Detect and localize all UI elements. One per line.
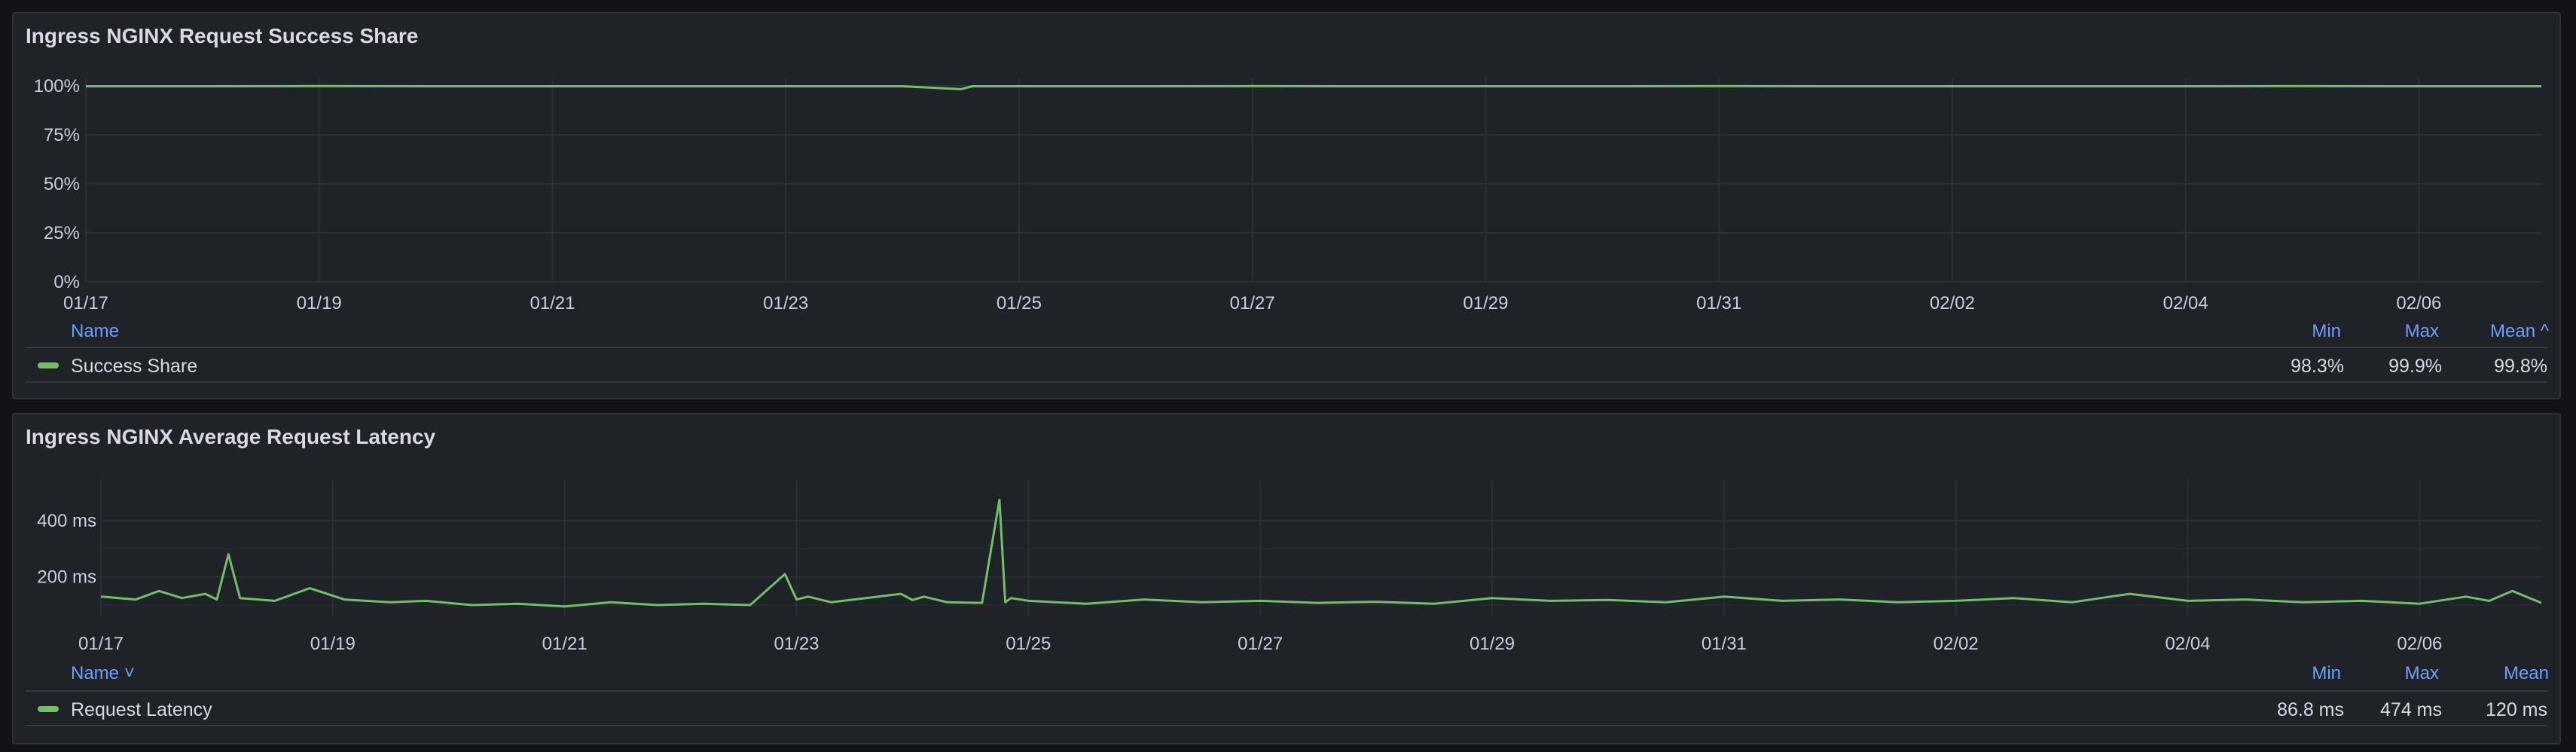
- legend-header-max[interactable]: Max: [2404, 663, 2439, 683]
- x-tick-label: 01/31: [1702, 634, 1747, 654]
- legend-series-name[interactable]: Request Latency: [71, 699, 212, 720]
- y-tick-label: 200 ms: [37, 567, 96, 588]
- panel-title: Ingress NGINX Request Success Share: [26, 24, 419, 47]
- success-share-chart[interactable]: 0% 25% 50% 75% 100% 01/17 01/19 01/21 01/23 01/25…: [14, 14, 2559, 315]
- x-tick-label: 01/19: [310, 634, 356, 654]
- legend-row[interactable]: Request Latency 86.8 ms 474 ms 120 ms: [26, 690, 2547, 726]
- x-tick-label: 01/21: [542, 634, 588, 654]
- x-tick-label: 02/04: [2163, 293, 2208, 313]
- x-tick-label: 01/17: [78, 634, 124, 654]
- x-tick-label: 02/02: [1934, 634, 1979, 654]
- x-tick-label: 02/06: [2397, 634, 2442, 654]
- success-share-panel: Ingress NGINX Request Success Share 0% 25…: [12, 12, 2561, 399]
- legend-header: Name ˅ Min Max Mean: [14, 663, 2559, 689]
- x-tick-label: 01/23: [763, 293, 808, 313]
- y-tick-label: 25%: [44, 223, 80, 243]
- y-tick-label: 0%: [53, 272, 80, 292]
- legend-header-mean[interactable]: Mean ^: [2490, 321, 2549, 341]
- legend-header: Name Min Max Mean ^: [14, 321, 2559, 347]
- y-tick-label: 100%: [34, 76, 80, 96]
- latency-chart[interactable]: 200 ms 400 ms 01/17 01/19 01/21 01/23 01/25 01/…: [14, 414, 2559, 663]
- y-tick-label: 50%: [44, 174, 80, 194]
- x-tick-label: 01/29: [1463, 293, 1508, 313]
- y-tick-label: 400 ms: [37, 511, 96, 531]
- legend-header-mean[interactable]: Mean: [2503, 663, 2549, 683]
- panel-title: Ingress NGINX Average Request Latency: [26, 425, 436, 448]
- x-tick-label: 01/25: [1006, 634, 1051, 654]
- x-tick-label: 01/25: [997, 293, 1042, 313]
- legend-mean-value: 120 ms: [2486, 699, 2547, 720]
- legend-header-name[interactable]: Name: [71, 321, 120, 341]
- legend-row[interactable]: Success Share 98.3% 99.9% 99.8%: [26, 347, 2547, 383]
- legend-header-max[interactable]: Max: [2404, 321, 2439, 341]
- series-line[interactable]: [100, 498, 2542, 608]
- y-tick-label: 75%: [44, 125, 80, 145]
- legend-max-value: 474 ms: [2380, 699, 2442, 720]
- x-tick-label: 01/27: [1238, 634, 1283, 654]
- x-tick-label: 01/19: [297, 293, 342, 313]
- x-tick-label: 01/29: [1470, 634, 1515, 654]
- legend-min-value: 98.3%: [2291, 356, 2344, 377]
- x-tick-label: 01/17: [63, 293, 108, 313]
- x-tick-label: 01/31: [1696, 293, 1741, 313]
- legend-min-value: 86.8 ms: [2277, 699, 2344, 720]
- legend-header-min[interactable]: Min: [2312, 321, 2341, 341]
- legend-mean-value: 99.8%: [2494, 356, 2547, 377]
- legend-header-name[interactable]: Name ˅: [71, 663, 135, 683]
- x-tick-label: 01/23: [774, 634, 819, 654]
- legend-header-min[interactable]: Min: [2312, 663, 2341, 683]
- x-tick-label: 01/27: [1230, 293, 1275, 313]
- series-color-swatch: [38, 362, 59, 368]
- x-tick-label: 02/06: [2396, 293, 2441, 313]
- latency-panel: Ingress NGINX Average Request Latency 20…: [12, 413, 2561, 744]
- series-line[interactable]: [86, 84, 2541, 90]
- x-tick-label: 02/02: [1930, 293, 1975, 313]
- x-tick-label: 01/21: [530, 293, 575, 313]
- series-color-swatch: [38, 706, 59, 712]
- x-tick-label: 02/04: [2165, 634, 2211, 654]
- legend-series-name[interactable]: Success Share: [71, 356, 198, 377]
- legend-max-value: 99.9%: [2388, 356, 2442, 377]
